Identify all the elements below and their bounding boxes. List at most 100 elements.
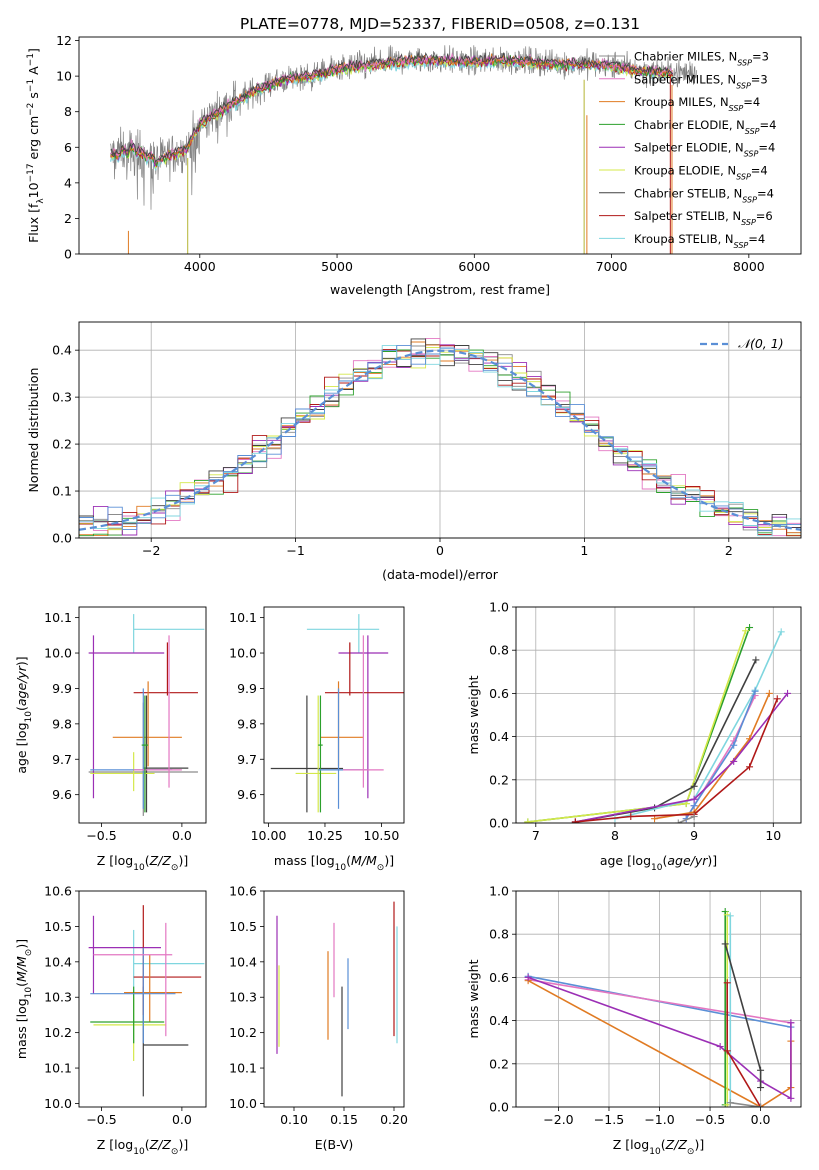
legend-sub: SSP [741,218,756,227]
weight-series [524,627,750,823]
y-tick-label: 10.5 [44,919,72,934]
data-point [88,635,165,799]
y-tick-label: 8 [64,104,72,119]
x-tick-label: 1 [580,543,588,558]
x-tick-label: 0.10 [280,1112,308,1127]
data-point [318,688,368,809]
label-part: age/yr [14,665,29,706]
y-tick-label: 6 [64,140,72,155]
x-tick-label: 8000 [733,259,765,274]
y-tick-label: 9.6 [237,787,257,802]
x-axis-label: mass [log10(M/M⊙)] [274,853,394,873]
axes-frame [78,606,207,824]
legend-label: Salpeter MILES, NSSP=3 [634,72,768,90]
label-part: ⊙ [377,863,385,873]
label-part: )] [384,853,394,868]
label-part: mass [log [14,998,29,1059]
x-tick-label: 0.0 [172,1112,192,1127]
x-tick-label: 7000 [596,259,628,274]
y-tick-label: 0.4 [489,729,509,744]
y-tick-label: 9.7 [52,752,72,767]
x-tick-label: −1.0 [644,1112,674,1127]
label-part: age [log [14,722,29,773]
y-axis-label: Flux [fλ10−17 erg cm−2 s−1 A−1] [26,48,46,243]
legend-label: Kroupa STELIB, NSSP=4 [634,232,765,250]
y-tick-label: 0.8 [489,643,509,658]
legend-sub: SSP [736,172,751,181]
label-part: )] [694,1137,704,1152]
data-point [133,642,198,696]
y-tick-label: 0.0 [52,531,72,546]
y-tick-label: 0.8 [489,927,509,942]
y-tick-label: 9.6 [52,787,72,802]
x-tick-label: 0.20 [380,1112,408,1127]
data-point [112,681,182,767]
legend-label: Kroupa ELODIE, NSSP=4 [634,164,768,182]
legend-sub: SSP [745,126,760,135]
x-tick-label: −1.5 [594,1112,624,1127]
data-point [90,688,173,809]
x-axis-label: wavelength [Angstrom, rest frame] [330,282,550,297]
axes-mass-vs-Z: −0.5 0.0 10.0 10.1 10.2 10.3 10.4 10.5 10.6 Z [lo… [14,884,207,1157]
label-part: Z/Z [665,1137,688,1152]
weight-series [726,1099,765,1107]
weight-line [730,1101,761,1107]
weight-series [674,813,698,823]
x-axis-label: (data-model)/error [382,567,499,582]
residual-legend: 𝒩(0, 1) [700,336,784,351]
y-tick-label: 2 [64,211,72,226]
x-tick-label: 8 [611,828,619,843]
x-tick-label: 0.0 [172,828,192,843]
y-tick-label: 9.7 [237,752,257,767]
model-line [110,51,674,164]
data-point [320,681,364,767]
label-part: λ [36,198,46,204]
label-part: ( [661,1137,666,1152]
legend-tail: =4 [760,118,777,132]
y-axis-label: Normed distribution [26,368,41,493]
legend-tail: =3 [751,72,768,86]
legend-sub: SSP [736,81,751,90]
legend-tail: =4 [748,232,765,246]
legend-tail: =4 [758,141,775,155]
axes-frame [78,321,802,539]
y-tick-label: 10.6 [44,884,72,899]
legend-text: Chabrier ELODIE, N [634,118,745,132]
axes-frame [263,606,405,824]
label-part: ⊙ [171,1147,179,1157]
y-tick-label: 1.0 [489,884,509,899]
label-part: age/yr [667,853,708,868]
y-tick-label: 4 [64,175,72,190]
legend-text: Chabrier STELIB, N [634,186,742,200]
label-part: E(B-V) [315,1137,354,1152]
legend-text: Chabrier MILES, N [634,50,737,64]
y-axis-label: mass weight [466,675,481,754]
label-part: )] [14,939,29,949]
y-axis-label: mass [log10(M/M⊙)] [14,939,34,1059]
label-part: ( [14,982,29,987]
x-tick-label: 10.50 [364,828,400,843]
y-tick-label: 0.0 [489,816,509,831]
x-tick-label: −2 [142,543,160,558]
y-tick-label: 10.2 [44,1025,72,1040]
y-tick-label: 0.2 [52,437,72,452]
y-tick-label: 10 [56,69,72,84]
y-tick-label: 10.0 [44,646,72,661]
legend-tail: =3 [752,50,769,64]
errorbars [88,905,205,1097]
y-tick-label: 0 [64,247,72,262]
y-tick-label: 10.1 [229,610,257,625]
weight-line [614,631,782,820]
axes-frame [78,890,207,1108]
label-part: 10 [651,863,663,873]
weight-line [726,982,762,1107]
label-part: ⊙ [24,949,34,957]
y-tick-label: 10.4 [44,954,72,969]
axes-weight-vs-Z: −2.0 −1.5 −1.0 −0.5 0.0 0.0 0.2 0.4 0.6 0.8 1.0 Z [… [466,884,802,1157]
legend-tail: =6 [756,209,773,223]
label-part: mass [log [274,853,335,868]
label-part: 10 [26,182,41,198]
legend-sub: SSP [729,104,744,113]
